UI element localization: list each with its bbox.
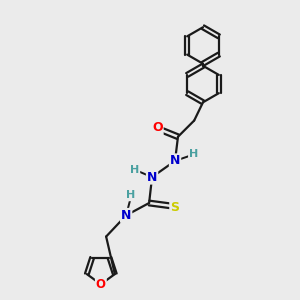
Text: H: H <box>189 149 198 159</box>
Text: N: N <box>121 209 131 222</box>
Text: O: O <box>152 122 163 134</box>
Text: S: S <box>170 201 179 214</box>
Text: N: N <box>170 154 180 167</box>
Text: O: O <box>96 278 106 291</box>
Text: N: N <box>147 171 157 184</box>
Text: H: H <box>126 190 135 200</box>
Text: H: H <box>130 165 139 175</box>
